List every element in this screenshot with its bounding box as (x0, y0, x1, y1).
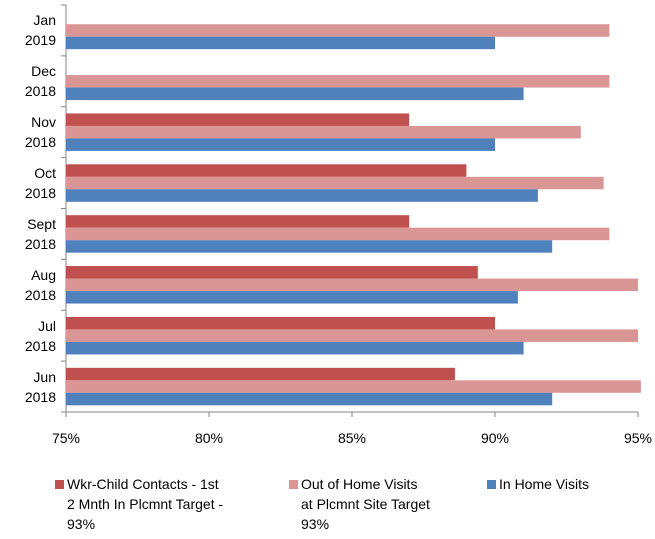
y-tick-label: Nov 2018 (24, 114, 56, 151)
bar (66, 125, 581, 139)
y-tick-label: Jul 2018 (24, 317, 56, 354)
bar (66, 291, 518, 304)
bar (66, 278, 638, 292)
bar (66, 36, 495, 50)
bar (66, 189, 538, 202)
x-tick-label: 85% (337, 430, 367, 446)
x-tick-label: 75% (51, 430, 81, 446)
legend-label: Wkr-Child Contacts - 1st 2 Mnth In Plcmn… (67, 476, 224, 532)
bar (66, 341, 524, 355)
legend-label: In Home Visits (499, 476, 589, 492)
bar (66, 176, 604, 190)
y-tick-label: Oct 2018 (24, 165, 56, 202)
legend-swatch (55, 480, 64, 489)
bar (66, 367, 455, 381)
y-tick-label: Jan 2019 (24, 12, 56, 49)
y-tick-label: Jun 2018 (24, 368, 56, 405)
bar (66, 227, 610, 241)
bar (66, 75, 610, 88)
x-tick-label: 80% (194, 430, 224, 446)
bar (66, 87, 524, 101)
bar (66, 316, 495, 330)
bar (66, 113, 410, 126)
x-tick-label: 90% (480, 430, 510, 446)
y-tick-label: Sept 2018 (24, 215, 56, 252)
bar (66, 24, 610, 37)
bar (66, 392, 553, 406)
y-tick-label: Aug 2018 (24, 266, 56, 303)
bar (66, 164, 467, 177)
bar (66, 138, 495, 151)
legend-swatch (289, 480, 298, 489)
bar (66, 266, 478, 279)
legend-swatch (487, 480, 496, 489)
x-tick-label: 95% (623, 430, 653, 446)
bar (66, 215, 410, 228)
y-tick-label: Dec 2018 (24, 63, 56, 100)
legend-label: Out of Home Visits at Plcmnt Site Target… (301, 476, 430, 532)
bar (66, 240, 553, 253)
bar (66, 329, 638, 342)
bar (66, 380, 641, 393)
